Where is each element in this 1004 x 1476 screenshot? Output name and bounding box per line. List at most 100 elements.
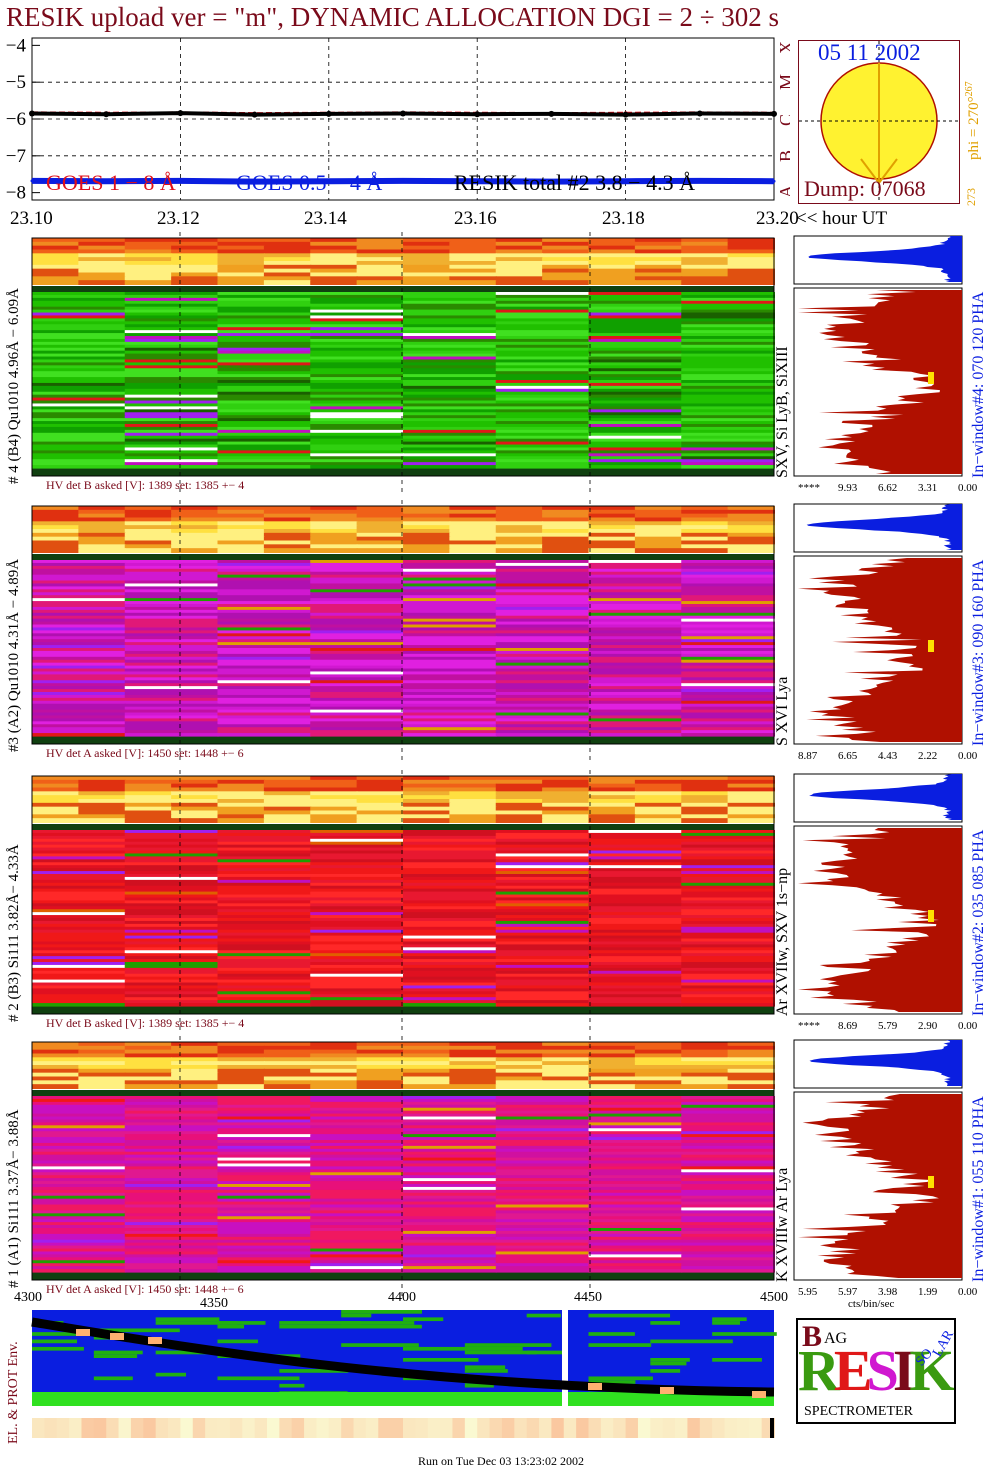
map-cell	[310, 1181, 404, 1185]
map-cell	[403, 324, 497, 328]
map-cell	[310, 1137, 404, 1141]
strip-cell	[588, 1049, 636, 1055]
map-cell	[495, 397, 590, 402]
map-cell	[588, 967, 683, 972]
env-strip-cell	[81, 1418, 95, 1438]
map-cell	[217, 868, 312, 872]
map-cell	[588, 712, 683, 717]
map-cell	[217, 630, 312, 634]
map-cell	[32, 1260, 126, 1264]
strip-cell	[78, 261, 126, 266]
map-cell	[495, 674, 590, 678]
map-cell	[310, 856, 404, 860]
map-cell	[681, 1204, 775, 1209]
map-cell	[681, 906, 775, 910]
map-cell	[681, 721, 775, 725]
strip-cell	[727, 1045, 775, 1051]
map-cell	[32, 1116, 126, 1121]
map-cell	[403, 1128, 497, 1132]
map-cell	[217, 677, 312, 681]
map-cell	[588, 850, 683, 855]
map-cell	[310, 615, 404, 620]
map-cell	[310, 1110, 404, 1115]
map-cell	[124, 1172, 219, 1176]
strip-cell	[171, 513, 219, 519]
map-cell	[310, 424, 404, 428]
map-cell	[310, 680, 404, 684]
strip-cell	[124, 1042, 173, 1047]
map-cell	[310, 932, 404, 937]
map-cell	[681, 359, 775, 363]
map-cell	[124, 327, 219, 331]
map-cell	[217, 973, 312, 978]
map-cell	[403, 841, 497, 846]
map-cell	[588, 1145, 683, 1150]
strip-cell	[32, 540, 80, 546]
map-cell	[32, 409, 126, 413]
map-cell	[310, 1230, 404, 1235]
map-cell	[32, 697, 126, 702]
map-cell	[681, 1192, 775, 1197]
strip-cell	[449, 238, 497, 243]
map-cell	[495, 1000, 590, 1004]
strip-cell	[310, 513, 358, 519]
map-cell	[32, 876, 126, 881]
map-cell	[403, 459, 497, 463]
map-cell	[495, 447, 590, 451]
map-cell	[124, 1142, 219, 1147]
map-cell	[403, 891, 497, 896]
strip-cell	[217, 532, 265, 538]
map-cell	[310, 950, 404, 954]
env-cell	[217, 1376, 300, 1381]
map-cell	[124, 1145, 219, 1150]
strip-cell	[78, 795, 126, 800]
map-cell	[588, 1198, 683, 1203]
strip-cell	[356, 521, 404, 527]
map-cell	[681, 1104, 775, 1109]
strip-cell	[78, 509, 126, 515]
strip-cell	[588, 814, 636, 820]
map-cell	[32, 1251, 126, 1255]
spectrum-tick-label: 0.00	[958, 482, 978, 494]
map-cell	[124, 912, 219, 916]
channel-heatmap-svg	[31, 500, 775, 762]
map-cell	[124, 671, 219, 675]
map-cell	[681, 689, 775, 693]
strip-cell	[171, 253, 219, 259]
strip-cell	[124, 1061, 173, 1066]
map-cell	[310, 382, 404, 387]
map-cell	[310, 656, 404, 661]
logo-b: B	[802, 1320, 823, 1353]
map-cell	[124, 932, 219, 937]
strip-cell	[588, 1053, 636, 1059]
map-cell	[310, 653, 404, 658]
flare-class-label: C	[776, 114, 790, 126]
strip-cell	[263, 521, 312, 527]
map-cell	[681, 1148, 775, 1153]
strip-cell	[681, 795, 729, 800]
map-cell	[217, 639, 312, 643]
strip-cell	[495, 1084, 544, 1089]
strip-cell	[542, 513, 590, 519]
map-cell	[310, 683, 404, 687]
strip-cell	[542, 795, 590, 800]
map-cell	[32, 1189, 126, 1194]
map-cell	[681, 994, 775, 998]
map-cell	[495, 309, 590, 314]
map-cell	[681, 973, 775, 978]
map-cell	[495, 601, 590, 605]
strip-cell	[32, 1057, 80, 1063]
env-cell	[341, 1343, 419, 1347]
strip-cell	[171, 238, 219, 243]
map-cell	[310, 1140, 404, 1144]
map-cell	[588, 1251, 683, 1255]
strip-cell	[78, 245, 126, 251]
map-cell	[217, 1140, 312, 1144]
map-cell	[310, 1242, 404, 1247]
map-cell	[32, 1000, 126, 1004]
strip-cell	[78, 276, 126, 282]
map-cell	[124, 633, 219, 637]
map-cell	[681, 1233, 775, 1238]
env-cell	[32, 1346, 84, 1351]
map-cell	[217, 1131, 312, 1135]
